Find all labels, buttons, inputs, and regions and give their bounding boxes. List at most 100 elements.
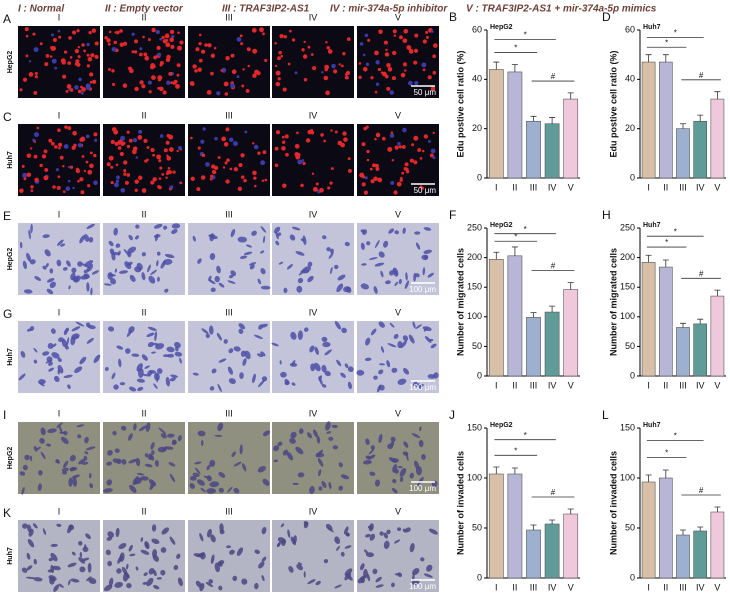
header-label: III : TRAF3IP2-AS1 xyxy=(222,4,310,15)
cell-nucleus xyxy=(135,156,139,159)
cell xyxy=(334,264,339,270)
cell xyxy=(128,544,133,552)
cell-nucleus xyxy=(87,56,93,62)
cell xyxy=(369,533,376,541)
scale-bar-label: 100 μm xyxy=(409,582,436,591)
cell xyxy=(158,427,167,435)
cell-nucleus xyxy=(58,35,62,39)
panel-letter: G xyxy=(3,307,12,321)
cell-nucleus xyxy=(210,71,214,76)
cell xyxy=(160,569,166,576)
cell xyxy=(291,382,296,386)
cell-nucleus xyxy=(119,151,124,157)
cell xyxy=(143,572,148,576)
cell xyxy=(237,236,248,243)
cell xyxy=(239,255,248,259)
micrograph xyxy=(103,321,185,393)
cell-nucleus xyxy=(75,168,81,174)
cell-nucleus xyxy=(225,55,230,61)
cell xyxy=(405,272,408,281)
cell xyxy=(174,341,181,349)
cell xyxy=(346,574,353,581)
cell-nucleus xyxy=(133,50,138,54)
cell-nucleus xyxy=(83,49,87,53)
cell-nucleus xyxy=(252,73,257,78)
cell xyxy=(77,261,83,267)
cell xyxy=(208,275,212,281)
cell xyxy=(33,446,38,452)
image-background xyxy=(272,422,354,494)
cell xyxy=(112,430,117,436)
error-bar xyxy=(680,529,686,535)
cell xyxy=(337,274,346,281)
cell-nucleus xyxy=(207,43,212,48)
cell xyxy=(21,486,25,495)
cell-nucleus xyxy=(264,58,268,63)
cell xyxy=(273,459,279,463)
cell-nucleus xyxy=(213,46,217,50)
cell-nucleus xyxy=(113,182,119,188)
cell-nucleus xyxy=(413,135,419,141)
cell-nucleus xyxy=(206,90,212,95)
cell-nucleus xyxy=(158,159,162,163)
column-label: V xyxy=(395,408,401,418)
cell-nucleus xyxy=(370,179,375,184)
significance-label: * xyxy=(674,432,677,441)
bar xyxy=(641,481,656,579)
cell-nucleus xyxy=(156,45,161,50)
cell xyxy=(276,542,281,548)
cell-nucleus xyxy=(30,189,34,192)
cell xyxy=(68,477,73,487)
error-bar xyxy=(645,54,652,63)
cell-nucleus xyxy=(340,64,344,68)
image-background xyxy=(272,223,354,295)
x-tick-label: III xyxy=(679,380,687,390)
cell-nucleus xyxy=(334,130,338,134)
cell xyxy=(162,354,170,358)
cell xyxy=(218,560,225,565)
cell xyxy=(63,430,68,436)
chart-title: HepG2 xyxy=(490,24,513,31)
bar xyxy=(693,120,708,179)
cell-nucleus xyxy=(407,80,413,86)
cell xyxy=(289,234,296,241)
cell xyxy=(63,329,68,336)
cell xyxy=(209,386,215,391)
cell xyxy=(60,436,69,445)
cell xyxy=(414,231,421,235)
y-axis-label: Edu postive cell ratio (%) xyxy=(608,50,618,157)
cell-nucleus xyxy=(150,180,155,185)
cell-nucleus xyxy=(374,90,378,94)
panel-letter: D xyxy=(602,10,611,24)
cell-nucleus xyxy=(244,130,248,134)
cell-nucleus xyxy=(67,126,72,131)
cell-nucleus xyxy=(204,43,208,47)
cell xyxy=(409,472,414,479)
header-label: I : Normal xyxy=(18,4,64,15)
cell-nucleus xyxy=(366,149,370,154)
cell xyxy=(428,528,438,535)
bar xyxy=(676,128,690,179)
cell xyxy=(288,566,294,573)
cell-nucleus xyxy=(34,75,38,79)
x-tick-label: III xyxy=(530,582,538,592)
cell-nucleus xyxy=(198,58,203,63)
cell xyxy=(385,280,391,285)
cell xyxy=(160,433,167,439)
column-label: I xyxy=(58,12,61,22)
cell xyxy=(260,226,267,233)
cell xyxy=(54,375,60,383)
y-axis-label: Number of migrated cells xyxy=(455,248,465,356)
cell-nucleus xyxy=(134,86,139,92)
cell xyxy=(323,558,329,564)
cell-nucleus xyxy=(131,149,137,155)
cell-nucleus xyxy=(89,80,93,84)
cell xyxy=(171,440,177,445)
cell xyxy=(330,267,333,275)
x-tick-label: I xyxy=(495,182,498,192)
cell-nucleus xyxy=(391,159,395,162)
cell xyxy=(232,575,238,582)
cell xyxy=(379,531,384,536)
cell xyxy=(430,343,437,349)
cell-nucleus xyxy=(63,144,69,149)
